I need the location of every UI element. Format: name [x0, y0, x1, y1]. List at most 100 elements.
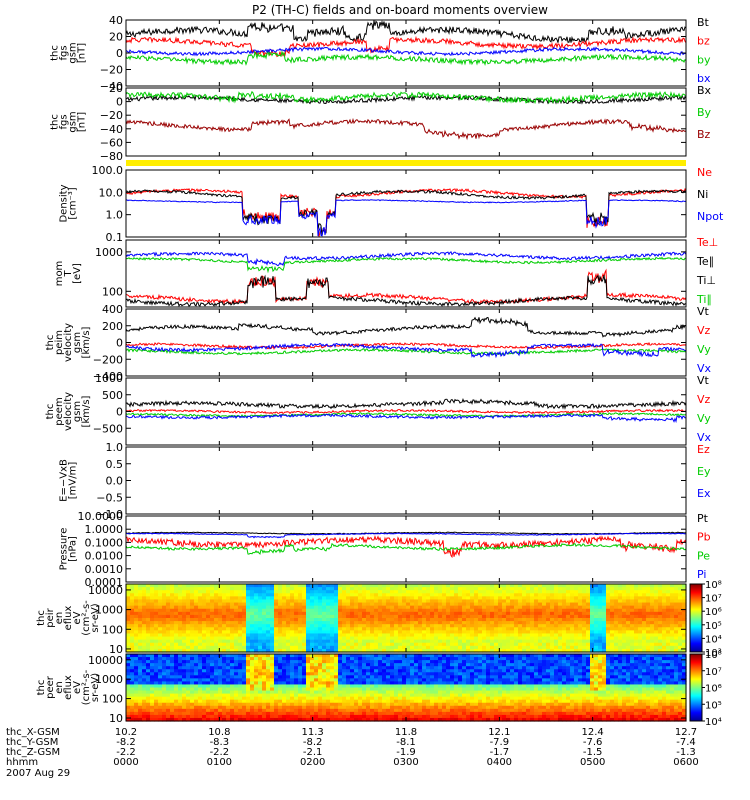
spectrogram-cell — [454, 605, 459, 610]
spectrogram-cell — [546, 614, 551, 619]
spectrogram-cell — [218, 599, 223, 604]
spectrogram-cell — [426, 627, 431, 631]
spectrogram-cell — [538, 648, 543, 653]
spectrogram-cell — [134, 699, 139, 704]
spectrogram-cell — [246, 621, 251, 625]
spectrogram-cell — [214, 687, 219, 692]
spectrogram-cell — [674, 587, 679, 591]
spectrogram-cell — [374, 705, 379, 710]
spectrogram-cell — [650, 596, 655, 601]
spectrogram-cell — [358, 657, 363, 661]
spectrogram-cell — [234, 687, 239, 692]
spectrogram-cell — [258, 599, 263, 604]
spectrogram-cell — [382, 690, 387, 695]
spectrogram-cell — [302, 618, 307, 622]
spectrogram-cell — [594, 611, 599, 616]
spectrogram-cell — [222, 702, 227, 707]
spectrogram-cell — [346, 714, 351, 719]
spectrogram-cell — [682, 642, 687, 647]
spectrogram-cell — [286, 693, 291, 698]
spectrogram-cell — [286, 714, 291, 719]
spectrogram-cell — [226, 618, 231, 622]
spectrogram-cell — [450, 630, 455, 635]
y-tick-label: 100 — [102, 285, 123, 298]
spectrogram-cell — [194, 657, 199, 661]
spectrogram-cell — [298, 714, 303, 719]
spectrogram-cell — [230, 584, 235, 588]
spectrogram-cell — [350, 663, 355, 667]
spectrogram-cell — [330, 696, 335, 701]
spectrogram-cell — [618, 630, 623, 635]
spectrogram-cell — [282, 642, 287, 647]
spectrogram-cell — [406, 602, 411, 607]
spectrogram-cell — [190, 657, 195, 661]
spectrogram-cell — [598, 627, 603, 631]
spectrogram-cell — [158, 636, 163, 641]
spectrogram-cell — [194, 627, 199, 631]
spectrogram-cell — [210, 584, 215, 588]
spectrogram-cell — [402, 618, 407, 622]
spectrogram-cell — [562, 639, 567, 644]
spectrogram-cell — [430, 593, 435, 597]
spectrogram-cell — [462, 599, 467, 604]
spectrogram-cell — [138, 621, 143, 625]
spectrogram-cell — [410, 645, 415, 650]
spectrogram-cell — [518, 602, 523, 607]
spectrogram-cell — [258, 627, 263, 631]
spectrogram-cell — [170, 599, 175, 604]
spectrogram-cell — [598, 584, 603, 588]
spectrogram-cell — [334, 614, 339, 619]
spectrogram-cell — [638, 639, 643, 644]
spectrogram-cell — [206, 687, 211, 692]
y-axis-label-line: peir — [45, 607, 56, 627]
spectrogram-cell — [218, 642, 223, 647]
spectrogram-cell — [662, 605, 667, 610]
spectrogram-cell — [354, 587, 359, 591]
spectrogram-cell — [394, 599, 399, 604]
spectrogram-cell — [246, 627, 251, 631]
spectrogram-cell — [322, 630, 327, 635]
spectrogram-cell — [622, 618, 627, 622]
spectrogram-cell — [350, 684, 355, 689]
spectrogram-cell — [534, 639, 539, 644]
spectrogram-cell — [570, 605, 575, 610]
spectrogram-cell — [306, 693, 311, 698]
spectrogram-cell — [238, 648, 243, 653]
spectrogram-cell — [270, 627, 275, 631]
spectrogram-cell — [386, 666, 391, 670]
spectrogram-cell — [230, 714, 235, 719]
spectrogram-cell — [218, 663, 223, 667]
spectrogram-cell — [610, 596, 615, 601]
spectrogram-cell — [574, 645, 579, 650]
spectrogram-cell — [222, 693, 227, 698]
spectrogram-cell — [162, 660, 167, 664]
spectrogram-cell — [366, 696, 371, 701]
spectrogram-cell — [450, 618, 455, 622]
spectrogram-cell — [154, 666, 159, 670]
spectrogram-cell — [426, 630, 431, 635]
spectrogram-cell — [186, 618, 191, 622]
spectrogram-cell — [134, 618, 139, 622]
spectrogram-cell — [362, 645, 367, 650]
colorbar — [689, 583, 703, 653]
spectrogram-cell — [326, 642, 331, 647]
spectrogram-cell — [218, 660, 223, 664]
spectrogram-cell — [258, 590, 263, 594]
spectrogram-cell — [326, 663, 331, 667]
spectrogram-cell — [126, 705, 131, 710]
spectrogram-cell — [218, 675, 223, 679]
spectrogram-cell — [522, 624, 527, 628]
spectrogram-cell — [302, 630, 307, 635]
spectrogram-cell — [554, 590, 559, 594]
spectrogram-cell — [206, 699, 211, 704]
spectrogram-cell — [342, 714, 347, 719]
spectrogram-cell — [198, 684, 203, 689]
spectrogram-cell — [358, 642, 363, 647]
spectrogram-cell — [406, 584, 411, 588]
spectrogram-cell — [214, 705, 219, 710]
spectrogram-cell — [314, 696, 319, 701]
spectrogram-cell — [570, 599, 575, 604]
spectrogram-cell — [234, 587, 239, 591]
spectrogram-cell — [146, 708, 151, 713]
